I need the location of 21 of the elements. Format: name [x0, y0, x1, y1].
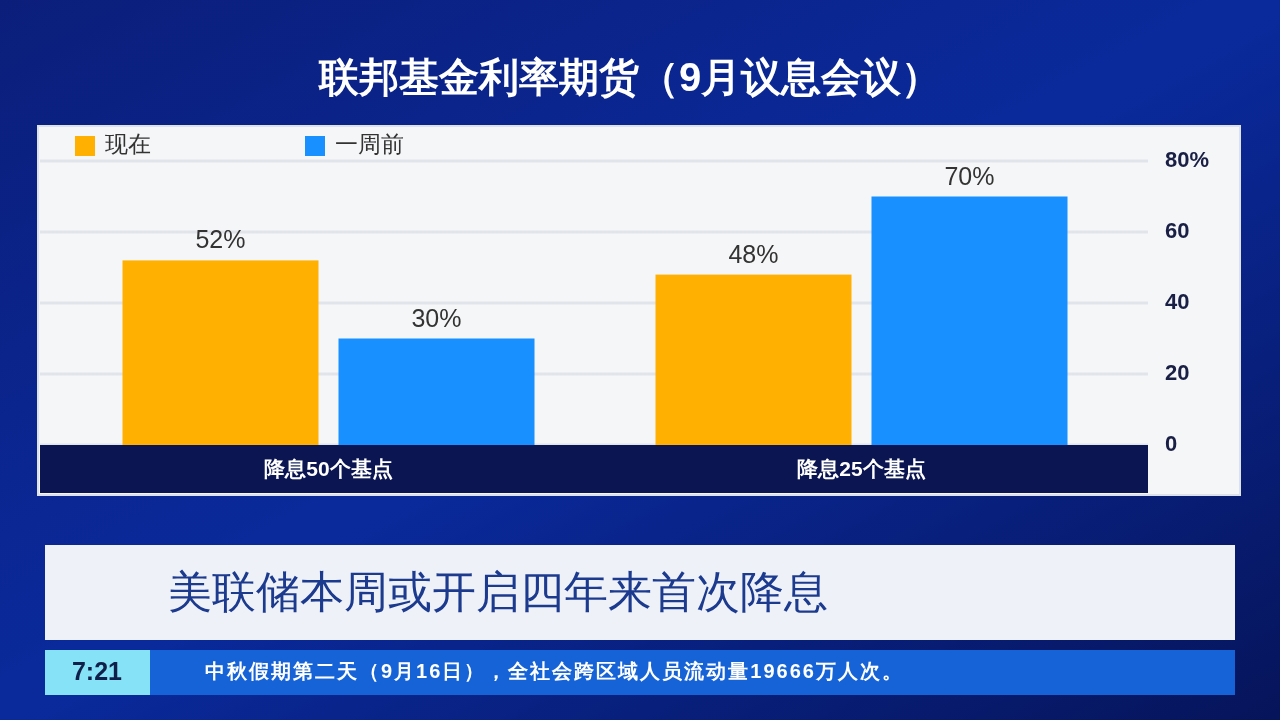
- bar: [655, 274, 852, 445]
- y-tick-label: 40: [1165, 288, 1190, 314]
- y-tick-label: 0: [1165, 430, 1178, 456]
- x-tick-label: 降息25个基点: [797, 456, 926, 481]
- legend-label: 现在: [105, 131, 151, 158]
- legend-label: 一周前: [335, 131, 404, 158]
- y-tick-label: 20: [1165, 359, 1190, 385]
- data-label: 52%: [195, 225, 246, 254]
- data-label: 30%: [411, 303, 462, 332]
- y-tick-label: 80%: [1165, 146, 1210, 172]
- data-label: 70%: [944, 161, 995, 190]
- text: 美联储本周或开启四年来首次降息: [168, 566, 828, 616]
- chart-title: 联邦基金利率期货（9月议息会议）: [316, 54, 942, 99]
- data-label: 48%: [728, 239, 779, 268]
- text: 7:21: [71, 656, 123, 685]
- bar: [122, 260, 319, 445]
- bar: [338, 338, 535, 445]
- text: 中秋假期第二天（9月16日），全社会跨区域人员流动量19666万人次。: [205, 660, 904, 683]
- y-tick-label: 60: [1165, 217, 1190, 243]
- bar: [871, 196, 1068, 445]
- x-tick-label: 降息50个基点: [264, 456, 393, 481]
